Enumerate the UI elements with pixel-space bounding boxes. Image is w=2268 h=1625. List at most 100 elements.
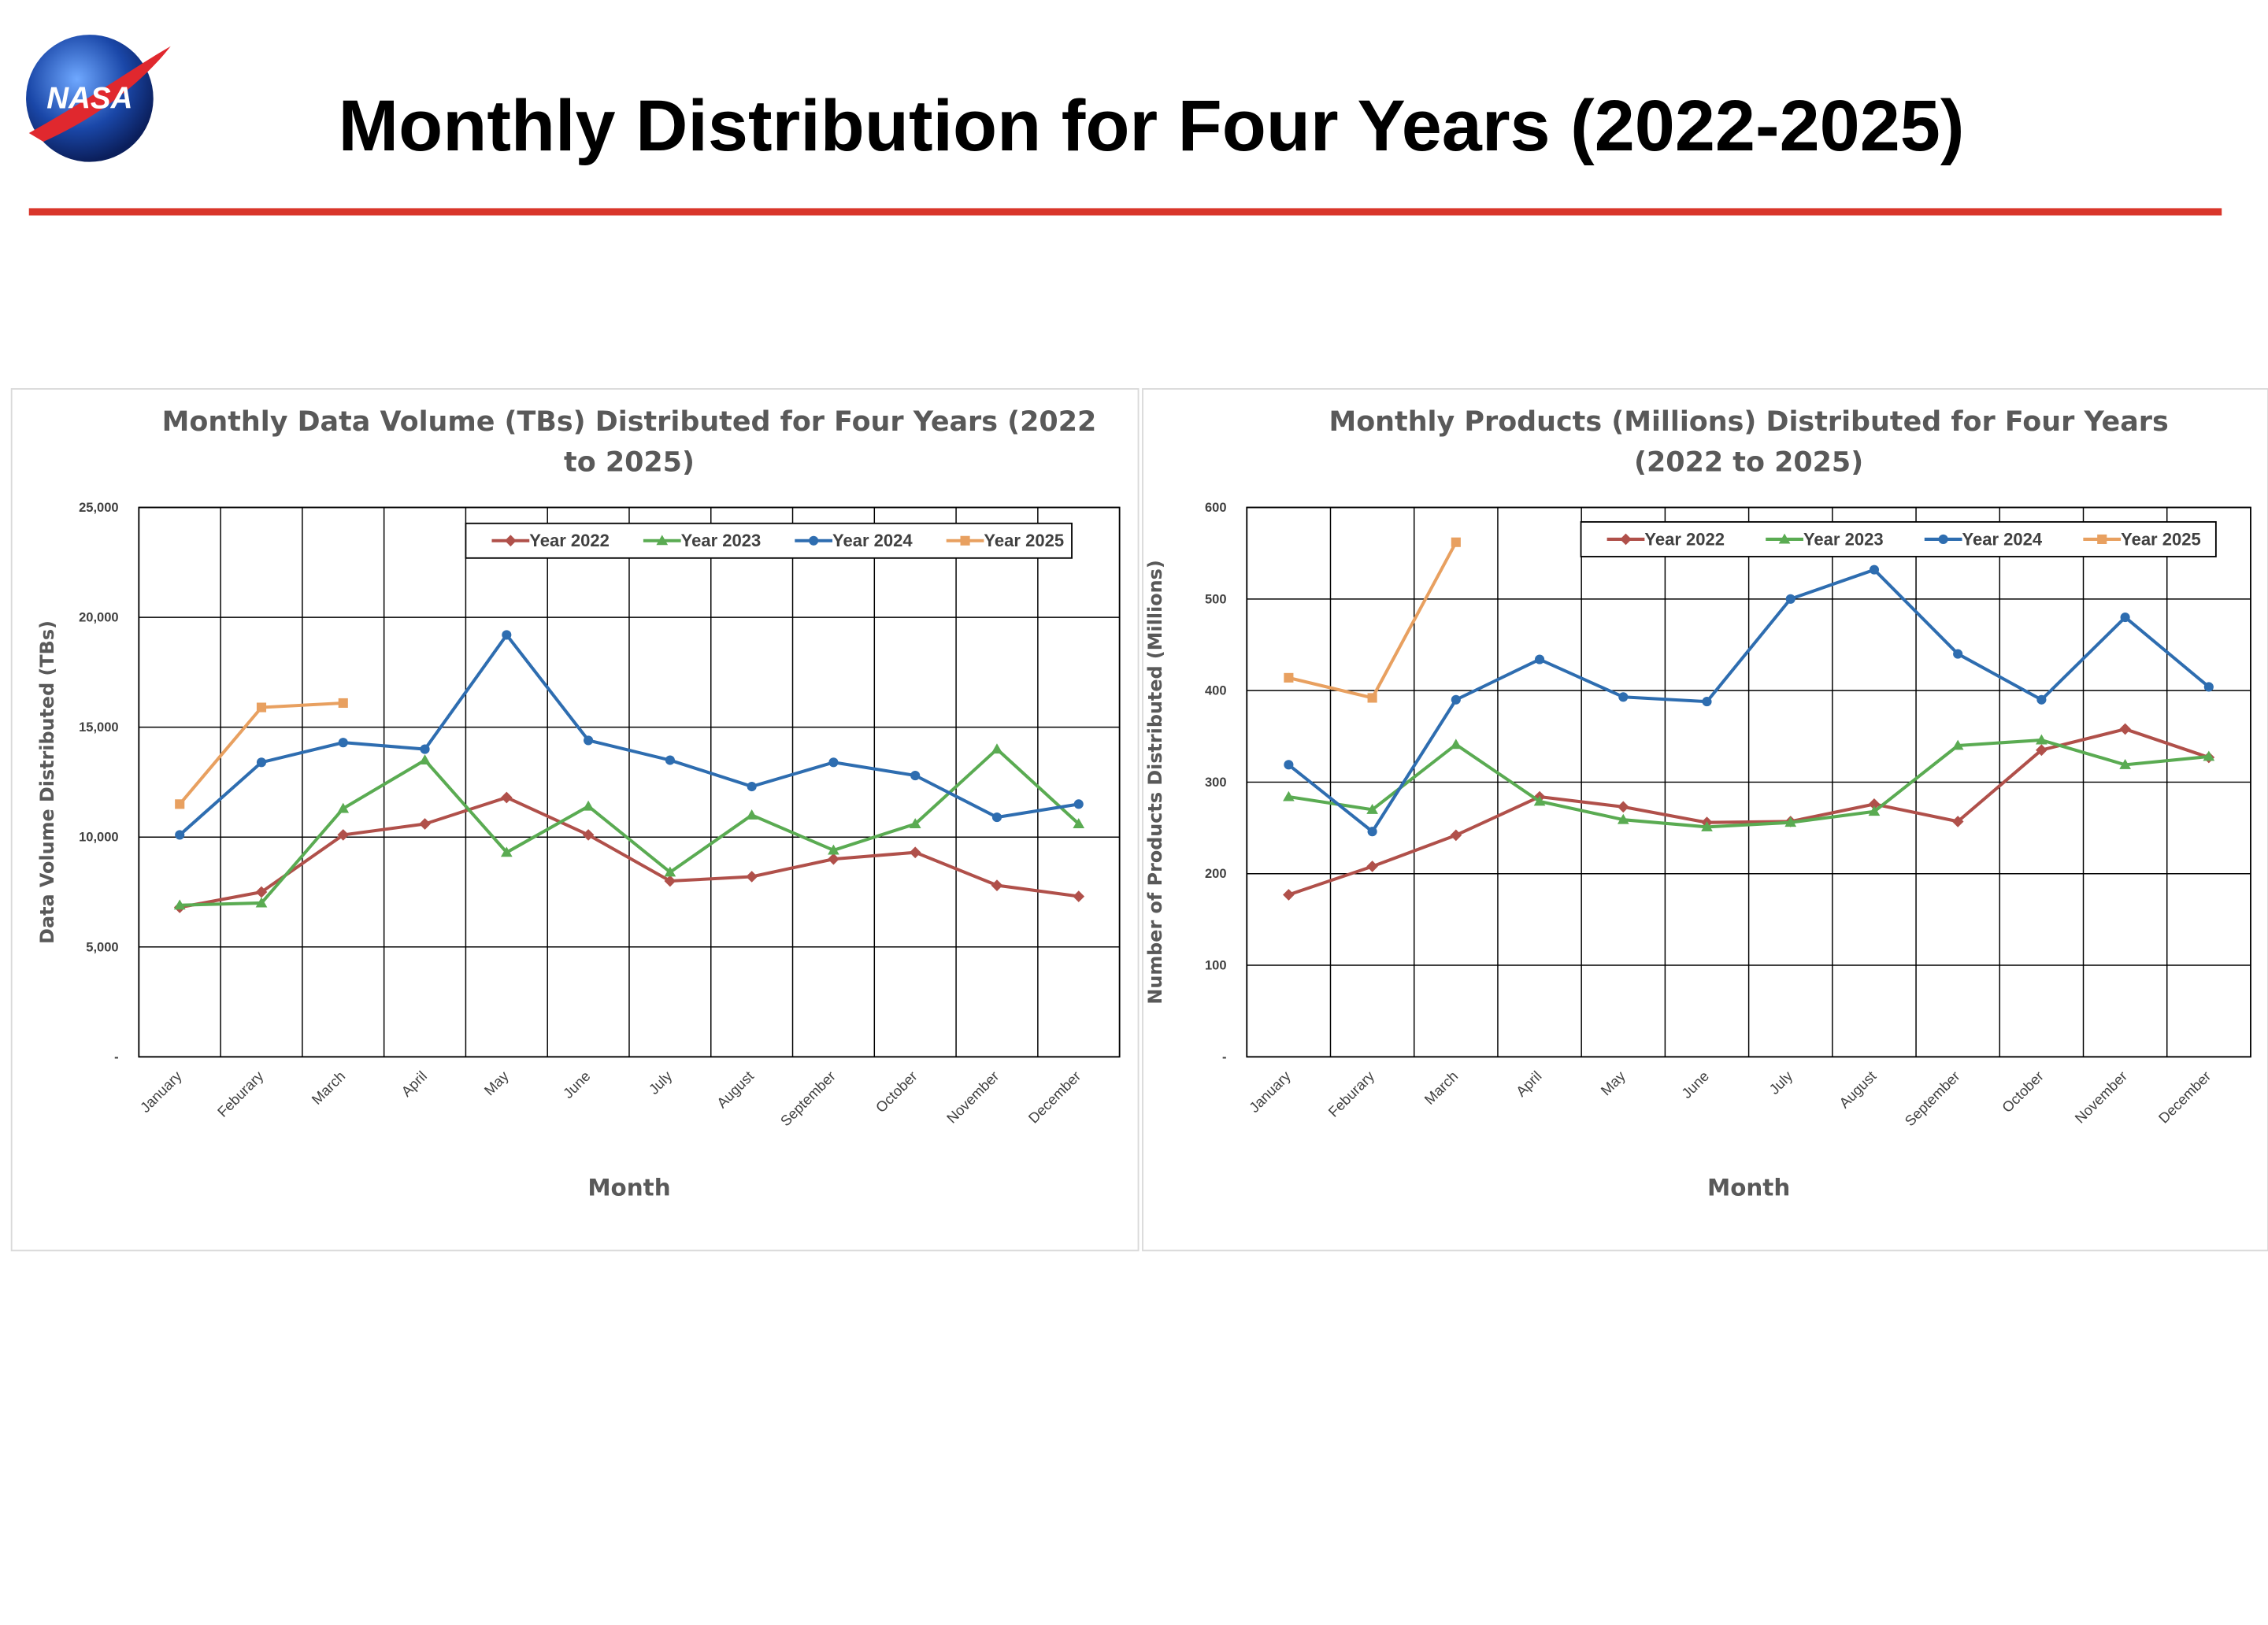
series-line	[1288, 738, 2210, 829]
point-marker	[1366, 803, 1378, 814]
point-marker	[256, 702, 267, 713]
point-marker	[338, 698, 348, 709]
point-marker	[1618, 692, 1629, 702]
legend-marker	[2097, 534, 2107, 544]
point-marker	[991, 879, 1003, 891]
point-marker	[1450, 738, 1462, 750]
point-marker	[1617, 801, 1629, 813]
point-marker	[1367, 693, 1377, 703]
point-marker	[255, 886, 268, 898]
header-rule	[28, 208, 2222, 216]
legend-label: Year 2025	[2121, 529, 2201, 549]
point-marker	[338, 738, 348, 748]
point-marker	[1073, 799, 1084, 809]
y-axis-label: Data Volume Distributed (TBs)	[36, 620, 58, 944]
point-marker	[584, 735, 594, 746]
point-marker	[746, 871, 758, 883]
point-marker	[828, 757, 839, 768]
y-tick-label: 100	[1205, 958, 1227, 973]
series-line	[180, 747, 1080, 907]
point-marker	[1073, 818, 1085, 828]
y-axis-label: Number of Products Distributed (Millions…	[1144, 560, 1166, 1004]
point-marker	[2120, 613, 2130, 623]
y-tick-label: 10,000	[79, 830, 119, 845]
point-marker	[1869, 564, 1880, 575]
point-marker	[746, 809, 758, 820]
point-marker	[173, 899, 186, 910]
y-tick-label: 500	[1205, 591, 1227, 606]
point-marker	[2203, 682, 2214, 692]
point-marker	[828, 853, 839, 865]
y-tick-label: 15,000	[79, 720, 119, 735]
x-axis-label: Month	[587, 1175, 670, 1201]
legend-marker	[809, 535, 819, 546]
point-marker	[500, 846, 513, 857]
y-tick-label: 25,000	[79, 500, 119, 515]
point-marker	[1451, 694, 1461, 705]
series-line	[179, 795, 1080, 909]
chart-title: Monthly Data Volume (TBs) Distributed fo…	[161, 406, 1097, 479]
point-marker	[502, 630, 512, 640]
point-marker	[1702, 697, 1712, 707]
point-marker	[1073, 890, 1085, 902]
logo: NASA	[26, 35, 171, 162]
point-marker	[828, 844, 839, 855]
series-line	[178, 633, 1080, 836]
logo-text: NASA	[46, 82, 132, 116]
point-marker	[2036, 734, 2048, 745]
legend-label: Year 2022	[1644, 529, 1725, 549]
chart-panel: Monthly Data Volume (TBs) Distributed fo…	[10, 388, 1140, 1252]
point-marker	[1784, 816, 1797, 827]
point-marker	[1951, 739, 1964, 750]
point-marker	[1953, 649, 1963, 659]
page-title: Monthly Distribution for Four Years (202…	[339, 86, 1965, 166]
legend-marker	[960, 535, 970, 546]
point-marker	[1366, 861, 1378, 872]
point-marker	[1868, 805, 1881, 816]
legend-label: Year 2022	[529, 531, 610, 550]
chart-title-box: Monthly Data Volume (TBs) Distributed fo…	[161, 406, 1097, 479]
point-marker	[665, 755, 675, 765]
point-marker	[1283, 889, 1295, 901]
series-line	[1288, 568, 2211, 834]
legend-marker	[1938, 534, 1948, 544]
point-marker	[1283, 790, 1295, 801]
point-marker	[1785, 594, 1796, 604]
y-tick-label: 5,000	[86, 939, 118, 954]
point-marker	[419, 754, 431, 765]
y-tick-label: -	[1222, 1049, 1227, 1064]
point-marker	[1367, 827, 1377, 837]
chart-title-box: Monthly Products (Millions) Distributed …	[1329, 406, 2168, 479]
y-tick-label: 200	[1205, 866, 1227, 881]
point-marker	[1451, 537, 1461, 547]
legend-label: Year 2025	[984, 531, 1064, 550]
point-marker	[1533, 795, 1546, 806]
legend-marker	[1620, 533, 1632, 546]
y-tick-label: 300	[1205, 775, 1227, 790]
point-marker	[1617, 813, 1629, 824]
point-marker	[909, 818, 921, 828]
point-marker	[337, 829, 350, 841]
point-marker	[1284, 672, 1294, 683]
point-marker	[909, 846, 921, 859]
legend-marker	[656, 535, 669, 546]
point-marker	[2119, 723, 2131, 735]
point-marker	[175, 799, 185, 809]
point-marker	[1701, 821, 1713, 831]
legend-label: Year 2023	[1803, 529, 1884, 549]
point-marker	[1450, 829, 1462, 842]
point-marker	[1284, 760, 1294, 770]
point-marker	[255, 897, 268, 908]
point-marker	[1534, 654, 1545, 664]
point-marker	[747, 781, 757, 792]
chart-panel: Monthly Products (Millions) Distributed …	[1142, 388, 2268, 1252]
legend-label: Year 2024	[832, 531, 913, 550]
point-marker	[2119, 758, 2131, 769]
series-line	[1288, 727, 2210, 897]
point-marker	[2203, 750, 2215, 761]
point-marker	[256, 757, 267, 768]
point-marker	[991, 812, 1002, 823]
y-tick-label: 20,000	[79, 610, 119, 625]
